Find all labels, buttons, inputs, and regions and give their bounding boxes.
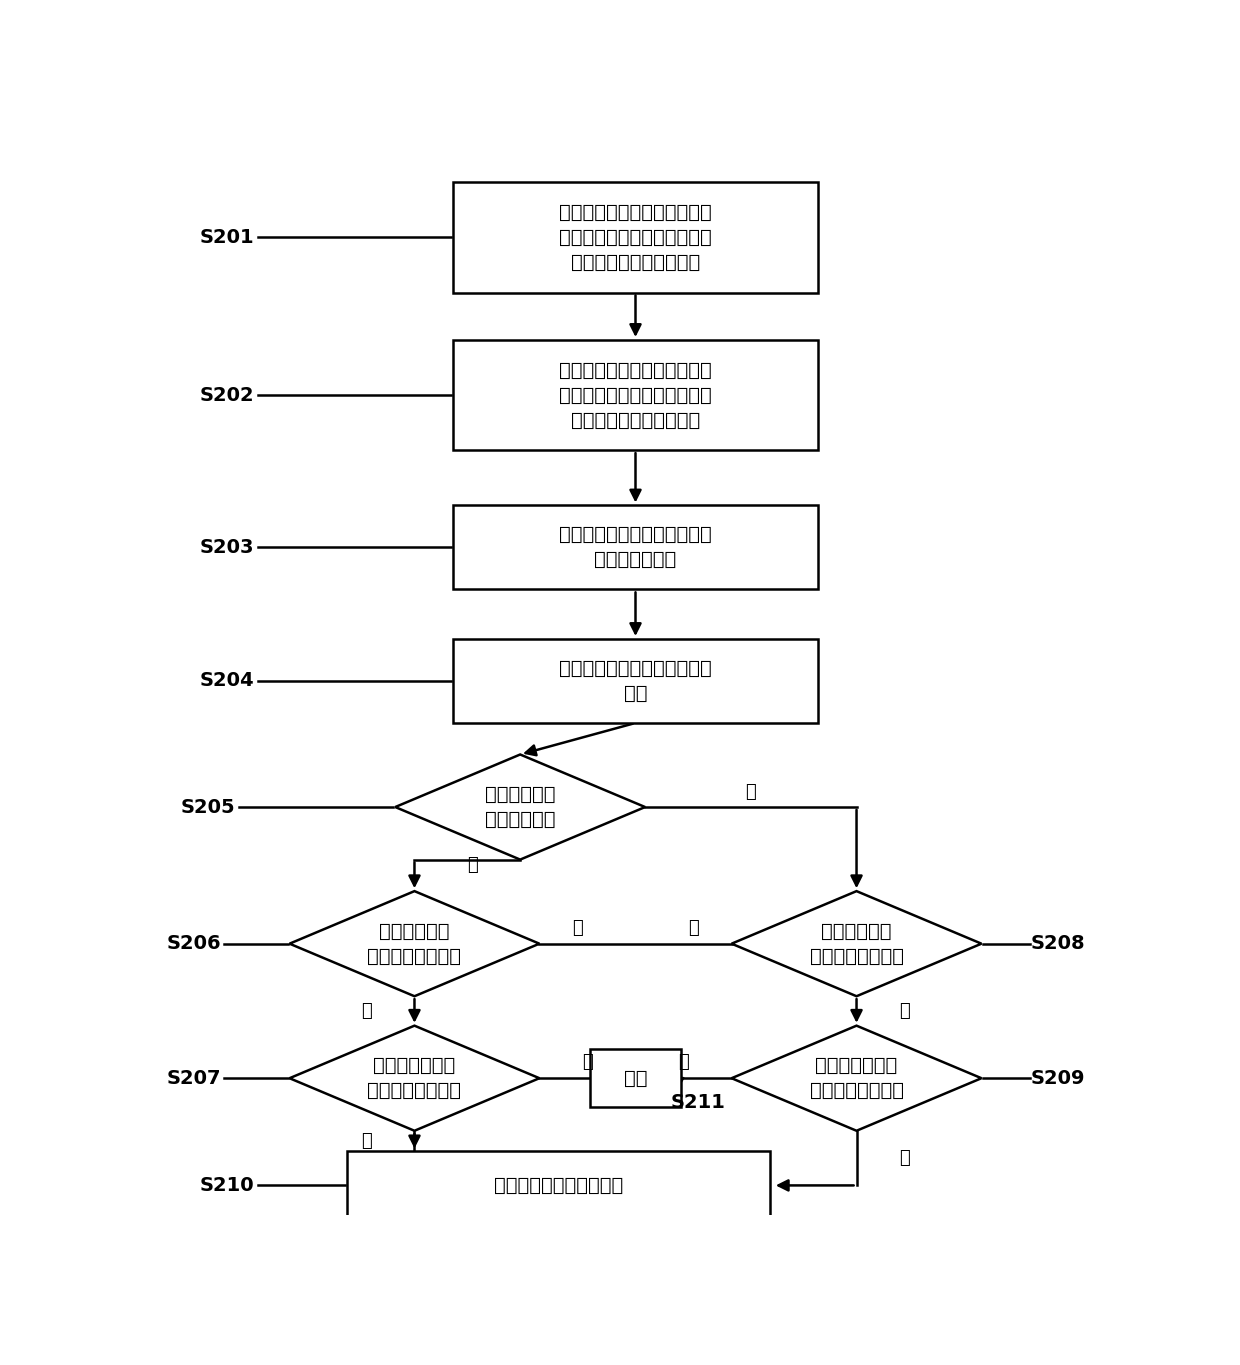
- Text: 否: 否: [688, 919, 698, 936]
- Polygon shape: [732, 891, 982, 996]
- Text: 结束: 结束: [624, 1069, 647, 1088]
- Text: S203: S203: [200, 538, 254, 557]
- Text: 切断目标车辆的空调系统: 切断目标车辆的空调系统: [494, 1175, 624, 1194]
- Text: 扭矩之和是否
大于第二扭矩阈值: 扭矩之和是否 大于第二扭矩阈值: [810, 921, 904, 965]
- FancyBboxPatch shape: [453, 639, 818, 723]
- Text: 是: 是: [361, 1002, 372, 1020]
- Text: S211: S211: [671, 1093, 725, 1112]
- FancyBboxPatch shape: [590, 1050, 681, 1107]
- Text: 否: 否: [466, 856, 477, 874]
- Polygon shape: [290, 891, 539, 996]
- Text: 计算驾驶员需求扭矩与空调系
统扭矩损失之和: 计算驾驶员需求扭矩与空调系 统扭矩损失之和: [559, 526, 712, 569]
- Text: S201: S201: [200, 228, 254, 247]
- FancyBboxPatch shape: [453, 340, 818, 450]
- Text: 发动机转速是否
大于第一转速阈值: 发动机转速是否 大于第一转速阈值: [367, 1057, 461, 1100]
- Text: 是: 是: [745, 784, 756, 801]
- Text: S206: S206: [166, 934, 221, 953]
- Text: 发动机转速是否
大于第二转速阈值: 发动机转速是否 大于第二转速阈值: [810, 1057, 904, 1100]
- Text: S204: S204: [200, 672, 254, 691]
- Text: 是: 是: [899, 1002, 910, 1020]
- FancyBboxPatch shape: [453, 505, 818, 590]
- Text: 是: 是: [361, 1132, 372, 1151]
- Text: 根据目标车辆所处位置的海拔
系数和目标车辆的进气温度，
确定目标车辆的可选档位: 根据目标车辆所处位置的海拔 系数和目标车辆的进气温度， 确定目标车辆的可选档位: [559, 203, 712, 272]
- Text: S205: S205: [181, 797, 236, 816]
- Polygon shape: [290, 1025, 539, 1130]
- Polygon shape: [396, 755, 645, 860]
- Text: 否: 否: [678, 1054, 689, 1072]
- Text: S210: S210: [200, 1175, 254, 1194]
- FancyBboxPatch shape: [347, 1151, 770, 1219]
- Text: 获取目标车辆的车速和发动机
转速: 获取目标车辆的车速和发动机 转速: [559, 659, 712, 703]
- Text: S209: S209: [1032, 1069, 1085, 1088]
- Text: S207: S207: [166, 1069, 221, 1088]
- Text: 否: 否: [573, 919, 583, 936]
- Text: 否: 否: [582, 1054, 593, 1072]
- Text: S208: S208: [1030, 934, 1086, 953]
- Text: S202: S202: [200, 385, 254, 404]
- Text: 扭矩之和是否
大于第一扭矩阈值: 扭矩之和是否 大于第一扭矩阈值: [367, 921, 461, 965]
- Text: 是: 是: [899, 1149, 910, 1167]
- Text: 获取空调系统的扭矩损失，并
根据驾驶员选择的档位确定目
标车辆的驾驶员需求扭矩: 获取空调系统的扭矩损失，并 根据驾驶员选择的档位确定目 标车辆的驾驶员需求扭矩: [559, 360, 712, 430]
- Text: 车速是否大于
第一速度阈值: 车速是否大于 第一速度阈值: [485, 785, 556, 829]
- Polygon shape: [732, 1025, 982, 1130]
- FancyBboxPatch shape: [453, 182, 818, 292]
